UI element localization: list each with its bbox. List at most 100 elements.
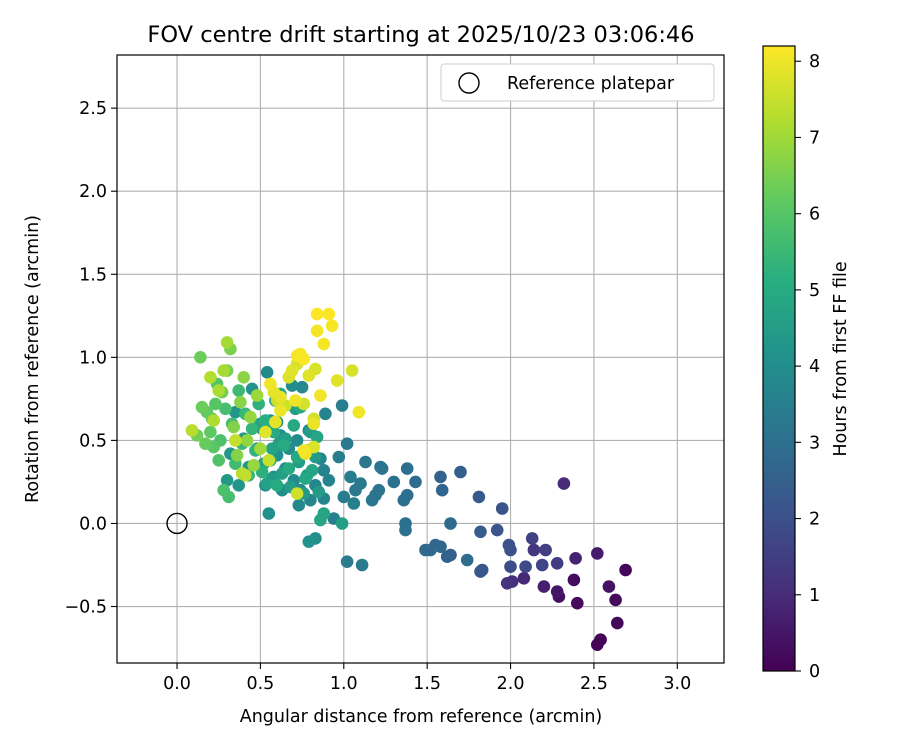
data-point	[310, 324, 324, 338]
data-point	[290, 434, 304, 447]
data-point	[260, 477, 274, 490]
x-tick-label: 2.0	[497, 674, 525, 694]
data-points	[185, 307, 632, 651]
grid-lines	[117, 55, 724, 663]
data-point	[440, 550, 454, 563]
data-point	[220, 474, 234, 487]
data-point	[322, 474, 336, 487]
data-point	[460, 553, 474, 567]
colorbar-tick-label: 7	[809, 128, 820, 148]
data-point	[207, 414, 220, 427]
colorbar-tick-label: 8	[809, 52, 820, 72]
data-point	[219, 402, 232, 416]
data-point	[229, 405, 242, 419]
data-point	[419, 543, 432, 557]
data-point	[217, 483, 230, 497]
colorbar-tick-label: 1	[809, 586, 820, 606]
data-point	[277, 439, 291, 452]
data-point	[245, 422, 259, 436]
data-point	[337, 490, 351, 504]
chart-title: FOV centre drift starting at 2025/10/23 …	[147, 22, 694, 48]
data-point	[282, 462, 296, 475]
colorbar-tick-label: 2	[809, 510, 820, 530]
data-point	[240, 434, 254, 447]
data-point	[287, 419, 301, 432]
data-point	[297, 444, 311, 457]
data-point	[537, 580, 551, 593]
data-point	[602, 580, 616, 593]
data-point	[312, 485, 326, 499]
data-point	[204, 425, 217, 439]
data-point	[332, 450, 346, 464]
data-point	[550, 585, 564, 598]
data-point	[500, 577, 514, 590]
data-point	[397, 493, 411, 507]
data-point	[239, 469, 252, 482]
data-point	[317, 507, 331, 520]
x-tick-label: 3.0	[663, 674, 691, 694]
data-point	[220, 336, 234, 349]
data-point	[399, 523, 412, 537]
data-point	[307, 417, 321, 431]
data-point	[237, 371, 250, 384]
x-tick-label: 0.0	[163, 674, 191, 694]
colorbar-gradient	[762, 45, 796, 672]
data-point	[230, 449, 244, 462]
data-point	[295, 380, 309, 394]
data-point	[254, 442, 267, 456]
legend-label-reference-platepar: Reference platepar	[507, 74, 675, 94]
colorbar: 0 1 2 3 4 5 6 7 8 Hours from first FF file	[762, 45, 851, 682]
data-point	[335, 399, 349, 412]
data-point	[270, 479, 284, 492]
data-point	[274, 390, 287, 404]
data-point	[472, 490, 486, 504]
data-point	[435, 483, 449, 497]
x-tick-label: 0.5	[246, 674, 274, 694]
legend-reference-marker	[458, 72, 480, 94]
colorbar-tick-label: 0	[809, 662, 820, 682]
x-tick-label: 2.5	[580, 674, 608, 694]
y-axis-ticks: −0.5 0.0 0.5 1.0 1.5 2.0 2.5	[65, 99, 117, 618]
data-point	[274, 404, 287, 417]
data-point	[504, 560, 517, 573]
data-point	[307, 440, 321, 454]
data-point	[302, 369, 316, 382]
y-tick-label: −0.5	[65, 598, 108, 618]
y-axis-label: Rotation from reference (arcmin)	[23, 215, 43, 503]
data-point	[359, 455, 372, 469]
data-point	[229, 434, 242, 447]
data-point	[387, 475, 401, 489]
data-point	[345, 364, 359, 377]
data-point	[232, 479, 245, 492]
data-point	[185, 424, 199, 437]
data-point	[444, 517, 457, 530]
data-point	[609, 593, 622, 607]
data-point	[250, 389, 264, 402]
data-point	[209, 397, 222, 411]
x-axis-ticks: 0.0 0.5 1.0 1.5 2.0 2.5 3.0	[163, 663, 691, 694]
colorbar-ticks: 0 1 2 3 4 5 6 7 8	[795, 52, 820, 682]
data-point	[409, 475, 422, 489]
data-point	[232, 384, 245, 397]
data-point	[502, 538, 516, 552]
y-tick-label: 2.0	[79, 182, 107, 202]
colorbar-tick-label: 3	[809, 433, 820, 453]
data-point	[374, 460, 387, 474]
colorbar-tick-label: 4	[809, 357, 820, 377]
data-point	[199, 437, 212, 451]
data-point	[434, 470, 447, 484]
data-point	[259, 414, 272, 427]
data-point	[539, 543, 552, 557]
data-point	[591, 638, 604, 651]
data-point	[349, 483, 362, 497]
data-point	[292, 498, 306, 512]
data-point	[299, 472, 312, 485]
data-point	[204, 371, 217, 384]
y-tick-label: 2.5	[79, 99, 107, 119]
data-point	[330, 374, 344, 387]
legend: Reference platepar	[440, 63, 715, 102]
data-point	[265, 442, 279, 456]
reference-point-marker	[166, 512, 188, 535]
data-point	[340, 555, 354, 568]
x-tick-label: 1.0	[330, 674, 358, 694]
